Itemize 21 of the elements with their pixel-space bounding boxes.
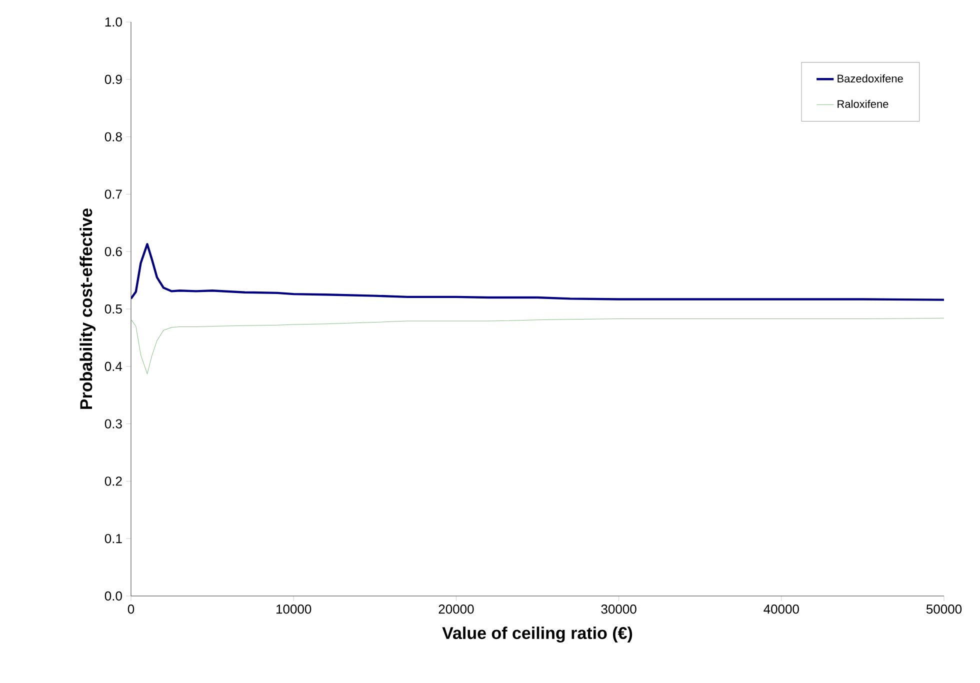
y-tick-label: 0.4 bbox=[104, 362, 122, 371]
y-tick-label: 0.8 bbox=[104, 132, 122, 142]
y-tick-label: 0.5 bbox=[104, 304, 122, 314]
x-tick-label: 0 bbox=[128, 604, 134, 614]
x-tick-label: 30000 bbox=[601, 604, 636, 614]
legend-label: Bazedoxifene bbox=[838, 74, 903, 82]
y-tick-label: 1.0 bbox=[105, 17, 122, 27]
x-tick-label: 20000 bbox=[438, 604, 474, 614]
x-axis-title: Value of ceiling ratio (€) bbox=[442, 626, 632, 643]
y-tick-label: 0.9 bbox=[104, 74, 122, 84]
x-tick-label: 40000 bbox=[764, 604, 799, 614]
y-axis-title: Probability cost-effective bbox=[80, 208, 96, 409]
x-tick-label: 50000 bbox=[926, 604, 962, 614]
y-tick-label: 0.1 bbox=[104, 534, 122, 544]
y-tick-label: 0.6 bbox=[104, 246, 122, 256]
y-tick-label: 0.0 bbox=[104, 591, 122, 601]
y-tick-label: 0.2 bbox=[104, 476, 122, 486]
legend-label: Raloxifene bbox=[838, 100, 888, 108]
y-tick-label: 0.7 bbox=[104, 190, 122, 199]
x-tick-label: 10000 bbox=[276, 604, 312, 614]
y-tick-label: 0.3 bbox=[104, 419, 122, 428]
